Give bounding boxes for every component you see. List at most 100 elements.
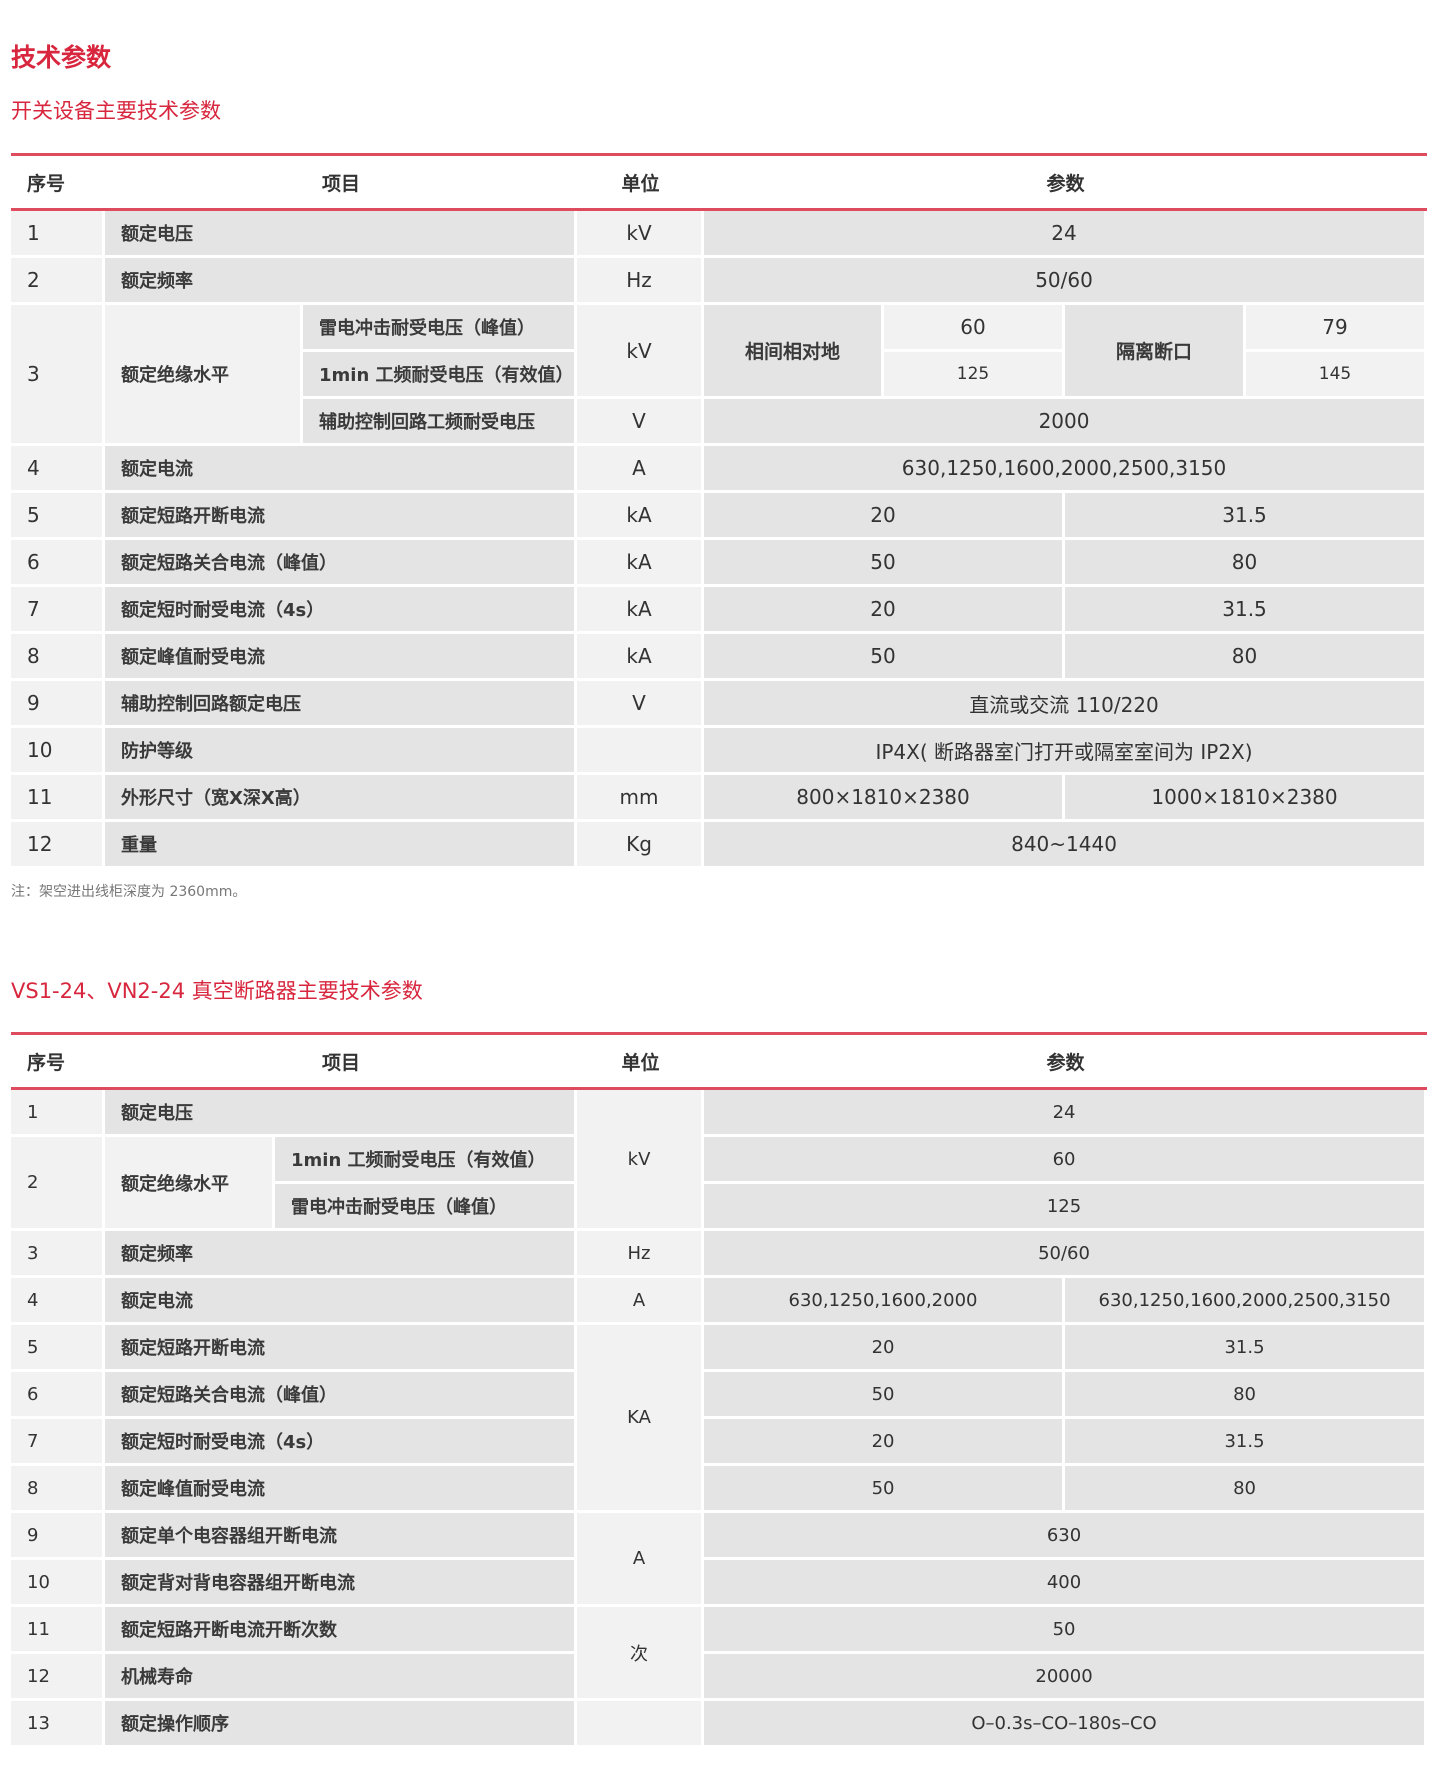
row-item: 额定绝缘水平 — [105, 305, 303, 446]
row-unit: V — [577, 681, 705, 728]
table-row: 12 机械寿命 20000 — [11, 1654, 1428, 1701]
row-item: 额定电压 — [105, 211, 578, 258]
row-value: 80 — [1065, 634, 1428, 681]
row-item: 额定短路关合电流（峰值） — [105, 540, 578, 587]
row-item: 额定绝缘水平 — [105, 1137, 275, 1231]
table-row: 辅助控制回路工频耐受电压 V 2000 — [11, 399, 1428, 446]
row-value: 840~1440 — [704, 822, 1428, 869]
table-row: 8 额定峰值耐受电流 50 80 — [11, 1466, 1428, 1513]
row-value: 50 — [704, 1466, 1066, 1513]
row-unit: Hz — [577, 258, 705, 305]
row-value: 630 — [704, 1513, 1428, 1560]
header-unit: 单位 — [577, 1032, 705, 1090]
row-item: 外形尺寸（宽X深X高） — [105, 775, 578, 822]
table-row: 雷电冲击耐受电压（峰值） 125 — [11, 1184, 1428, 1231]
row-value: 630,1250,1600,2000,2500,3150 — [704, 446, 1428, 493]
table-note: 注：架空进出线柜深度为 2360mm。 — [11, 884, 247, 900]
row-unit: kA — [577, 634, 705, 681]
row-no: 3 — [11, 1231, 105, 1278]
table-row: 2 额定绝缘水平 1min 工频耐受电压（有效值） 60 — [11, 1137, 1428, 1231]
row-subitem: 1min 工频耐受电压（有效值） — [275, 1137, 578, 1184]
row-no: 1 — [11, 211, 105, 258]
table-row: 11 额定短路开断电流开断次数 次 50 — [11, 1607, 1428, 1701]
isolation-value: 145 — [1246, 352, 1428, 399]
row-unit: mm — [577, 775, 705, 822]
row-value: 80 — [1065, 540, 1428, 587]
row-value: 20 — [704, 1419, 1066, 1466]
row-unit — [577, 1701, 705, 1748]
row-value: 20 — [704, 587, 1066, 634]
row-subitem: 雷电冲击耐受电压（峰值） — [275, 1184, 578, 1231]
row-value: 50 — [704, 1372, 1066, 1419]
switchgear-spec-table: 序号 项目 单位 参数 1 额定电压 kV 24 2 额定频率 Hz 50/60… — [11, 153, 1428, 869]
row-no: 8 — [11, 634, 105, 681]
row-value: 24 — [704, 211, 1428, 258]
isolation-value: 79 — [1246, 305, 1428, 352]
switchgear-section-title: 开关设备主要技术参数 — [11, 99, 221, 123]
row-no: 9 — [11, 681, 105, 728]
row-value: 1000×1810×2380 — [1065, 775, 1428, 822]
row-item: 额定短路开断电流 — [105, 1325, 578, 1372]
row-item: 额定单个电容器组开断电流 — [105, 1513, 578, 1560]
row-no: 4 — [11, 1278, 105, 1325]
row-item: 额定频率 — [105, 258, 578, 305]
row-subitem: 1min 工频耐受电压（有效值） — [303, 352, 578, 399]
row-value: 630,1250,1600,2000 — [704, 1278, 1066, 1325]
row-item: 额定电流 — [105, 1278, 578, 1325]
row-no: 11 — [11, 775, 105, 822]
row-item: 额定短时耐受电流（4s） — [105, 587, 578, 634]
row-item: 机械寿命 — [105, 1654, 578, 1701]
row-value: IP4X( 断路器室门打开或隔室室间为 IP2X) — [704, 728, 1428, 775]
table-row: 4 额定电流 A 630,1250,1600,2000,2500,3150 — [11, 446, 1428, 493]
row-value: O–0.3s–CO–180s–CO — [704, 1701, 1428, 1748]
row-value: 50 — [704, 540, 1066, 587]
row-item: 额定短路关合电流（峰值） — [105, 1372, 578, 1419]
breaker-section-title: VS1-24、VN2-24 真空断路器主要技术参数 — [11, 979, 423, 1003]
row-value: 800×1810×2380 — [704, 775, 1066, 822]
header-item: 项目 — [105, 1032, 578, 1090]
row-unit: kV — [577, 211, 705, 258]
row-no: 7 — [11, 587, 105, 634]
row-no: 8 — [11, 1466, 105, 1513]
row-unit: Hz — [577, 1231, 705, 1278]
row-value: 20000 — [704, 1654, 1428, 1701]
row-item: 额定电压 — [105, 1090, 578, 1137]
row-value: 50 — [704, 1607, 1428, 1654]
table-row: 8 额定峰值耐受电流 kA 50 80 — [11, 634, 1428, 681]
row-item: 防护等级 — [105, 728, 578, 775]
row-value: 20 — [704, 1325, 1066, 1372]
row-value: 31.5 — [1065, 587, 1428, 634]
table-row: 1 额定电压 kV 24 — [11, 1090, 1428, 1231]
row-unit: A — [577, 446, 705, 493]
row-item: 额定电流 — [105, 446, 578, 493]
row-no: 6 — [11, 1372, 105, 1419]
table-row: 10 额定背对背电容器组开断电流 400 — [11, 1560, 1428, 1607]
row-subitem: 雷电冲击耐受电压（峰值） — [303, 305, 578, 352]
row-value: 31.5 — [1065, 1325, 1428, 1372]
row-value: 630,1250,1600,2000,2500,3150 — [1065, 1278, 1428, 1325]
table-row: 2 额定频率 Hz 50/60 — [11, 258, 1428, 305]
row-no: 4 — [11, 446, 105, 493]
row-item: 额定频率 — [105, 1231, 578, 1278]
table-row: 4 额定电流 A 630,1250,1600,2000 630,1250,160… — [11, 1278, 1428, 1325]
table-row: 3 额定绝缘水平 雷电冲击耐受电压（峰值） kV 相间相对地 60 隔离断口 7… — [11, 305, 1428, 446]
row-value: 80 — [1065, 1466, 1428, 1513]
row-value: 50 — [704, 634, 1066, 681]
row-no: 12 — [11, 1654, 105, 1701]
table-row: 10 防护等级 IP4X( 断路器室门打开或隔室室间为 IP2X) — [11, 728, 1428, 775]
row-no: 7 — [11, 1419, 105, 1466]
row-item: 额定峰值耐受电流 — [105, 634, 578, 681]
row-no: 1 — [11, 1090, 105, 1137]
phase-value: 125 — [884, 352, 1066, 399]
row-no: 2 — [11, 258, 105, 305]
row-value: 125 — [704, 1184, 1428, 1231]
table-row: 5 额定短路开断电流 kA 20 31.5 — [11, 493, 1428, 540]
row-value: 24 — [704, 1090, 1428, 1137]
row-item: 额定操作顺序 — [105, 1701, 578, 1748]
row-value: 直流或交流 110/220 — [704, 681, 1428, 728]
isolation-label: 隔离断口 — [1065, 305, 1247, 399]
table-row: 13 额定操作顺序 O–0.3s–CO–180s–CO — [11, 1701, 1428, 1748]
table-row: 5 额定短路开断电流 KA 20 31.5 — [11, 1325, 1428, 1513]
row-unit: V — [577, 399, 705, 446]
row-value: 400 — [704, 1560, 1428, 1607]
